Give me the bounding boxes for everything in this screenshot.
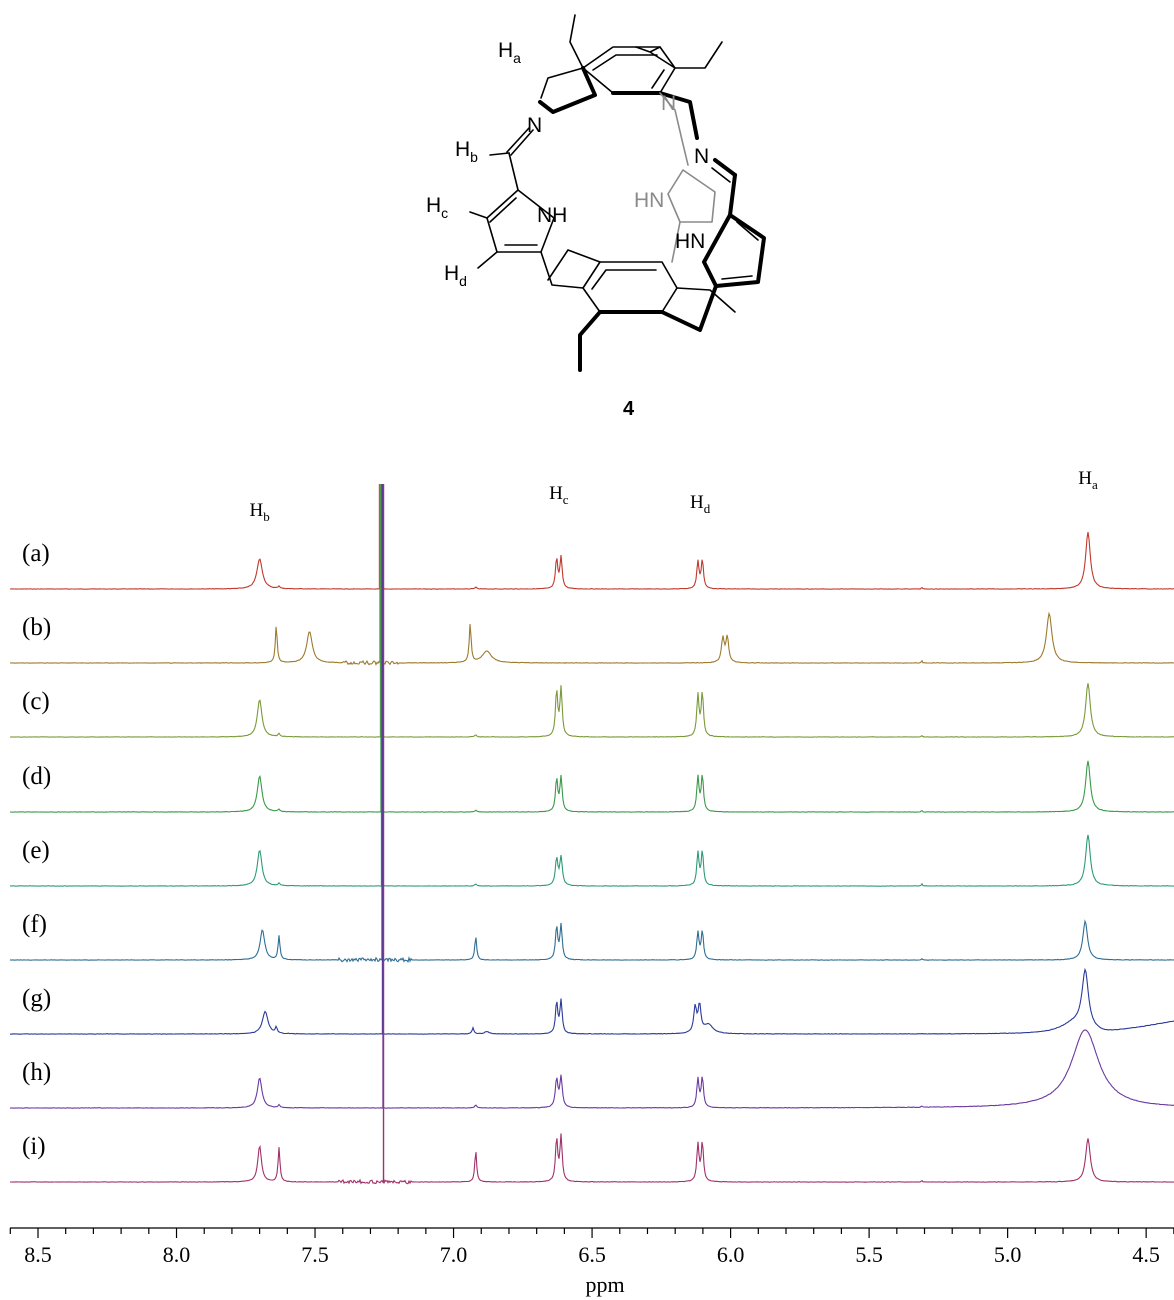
trace-label-h: (h) [22,1059,51,1086]
spectrum-traces [9,532,1174,1185]
hc-bond [469,211,488,219]
n-grey-label: N [661,92,676,115]
spectrum-trace-a [10,532,1174,590]
bottom-ethyl-left [547,249,601,281]
right-pyrrole-double [721,221,759,280]
bottom-ethyl-bold [578,310,602,372]
bottom-aryl-inner [591,269,657,290]
top-cyclopropyl [635,46,676,69]
trace-label-g: (g) [22,985,51,1012]
spectrum-trace-labels: (a) (b) (c) (d) (e) (f) (g) (h) (i) [22,540,51,1160]
trace-label-f: (f) [22,911,47,938]
spectrum-trace-b [9,611,1174,666]
x-tick-label: 8.0 [163,1242,191,1267]
grey-imine-bond [659,92,689,166]
right-imine-double [711,167,731,183]
hc-label: Hc [426,194,448,221]
left-pyrrole-double [489,197,538,246]
spectrum-trace-h [9,1029,1174,1109]
x-tick-label: 7.5 [301,1242,329,1267]
right-pyrrole-bold [702,213,766,288]
x-axis-title: ppm [585,1272,624,1297]
n-left-label: N [527,114,542,137]
compound-number: 4 [623,398,635,420]
x-axis-ticks: 8.5 8.0 7.5 7.0 6.5 6.0 5.5 5.0 4.5 [9,1228,1174,1267]
molecule-structure: Ha N Hb Hc Hd NH N N HN HN 4 [426,14,766,420]
grey-pyrrole [667,169,716,223]
trace-label-a: (a) [22,540,50,567]
nh-left-label: NH [537,204,567,227]
x-tick-label: 4.5 [1132,1242,1160,1267]
left-pyrrole [486,189,555,253]
x-tick-label: 6.0 [717,1242,745,1267]
solvent-peak-group [378,484,385,1182]
hn-grey-label: HN [634,189,664,212]
peak-label-hd: Hd [690,492,711,516]
right-pyrrole-link-bold [728,173,737,217]
right-imine-bold [713,158,737,177]
top-ethyl-bold [538,66,597,114]
x-tick-label: 5.0 [994,1242,1022,1267]
spectrum-trace-c [9,683,1174,738]
spectrum-trace-f [9,919,1174,963]
x-tick-label: 8.5 [24,1242,52,1267]
right-ch2-bold [658,91,699,140]
bottom-ring-bold [598,284,718,332]
bottom-methyl-right [676,287,736,313]
hb-label: Hb [455,138,478,165]
x-tick-label: 6.5 [578,1242,606,1267]
top-aryl-ring [582,46,676,94]
peak-label-hc: Hc [549,483,569,507]
hb-bond [489,152,510,156]
trace-label-d: (d) [22,763,51,790]
top-aryl-ring-inner [592,54,665,89]
ha-carbon [540,67,584,99]
spectrum-trace-g [10,967,1174,1035]
x-tick-label: 7.0 [440,1242,468,1267]
trace-label-i: (i) [22,1133,46,1160]
left-ch2-bottom [540,251,584,289]
left-pyrrole-link [508,152,519,191]
grey-pyrrole-link [671,221,681,263]
top-ethyl-left [569,14,584,69]
spectrum-trace-e [9,834,1174,887]
x-tick-label: 5.5 [855,1242,883,1267]
trace-label-b: (b) [22,614,51,641]
spectrum-trace-d [9,760,1174,813]
hn-right-label: HN [675,230,705,253]
n-right-label: N [694,145,709,168]
peak-label-hb: Hb [250,500,270,524]
peak-labels: Hb Hc Hd Ha [250,468,1098,524]
ha-label: Ha [498,39,521,66]
top-ethyl-right [674,41,723,69]
hd-bond [477,251,498,269]
peak-label-ha: Ha [1078,468,1098,492]
imine-left [506,127,534,156]
hd-label: Hd [444,262,467,289]
nmr-spectra-chart: (a) (b) (c) (d) (e) (f) (g) (h) (i) Hb Hc Hd Ha 8.5… [9,468,1174,1297]
trace-label-c: (c) [22,688,50,715]
trace-label-e: (e) [22,837,50,864]
spectrum-trace-i [9,1133,1174,1185]
